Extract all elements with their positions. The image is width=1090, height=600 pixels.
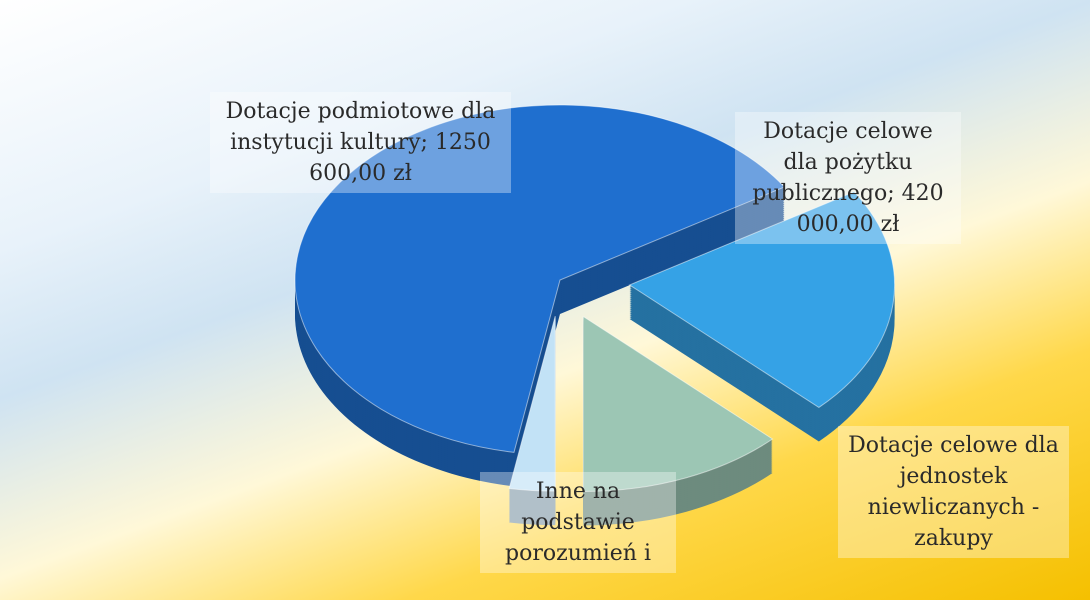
data-label: Dotacje celowe dla pożytku publicznego; … [735, 112, 961, 244]
data-label: Inne na podstawie porozumień i [480, 472, 676, 573]
pie-slice [582, 315, 774, 493]
pie-slice [508, 316, 556, 492]
data-label: Dotacje podmiotowe dla instytucji kultur… [210, 92, 511, 193]
data-label: Dotacje celowe dla jednostek niewliczany… [838, 426, 1069, 558]
pie-slice [628, 191, 896, 409]
pie-slice [294, 104, 786, 453]
